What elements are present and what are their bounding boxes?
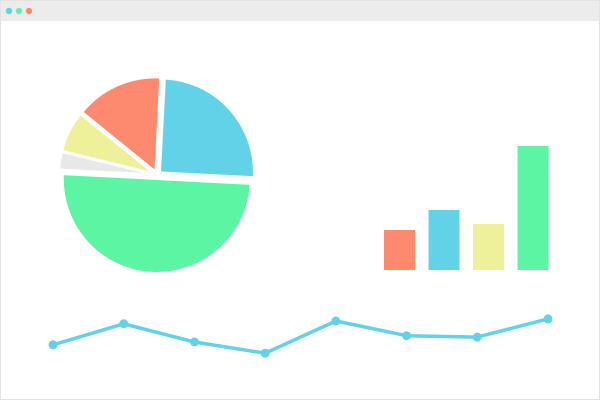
line-point (260, 348, 270, 358)
line-point (119, 319, 129, 329)
pie-slice (158, 77, 255, 179)
line-point (402, 331, 412, 341)
pie-slice (58, 150, 154, 176)
line (52, 317, 549, 355)
line-point (331, 316, 341, 326)
line-point (472, 332, 482, 342)
title-bar (1, 1, 599, 21)
line-point (189, 337, 199, 347)
window-dot (15, 7, 23, 15)
window-dot (25, 7, 33, 15)
line-point (48, 340, 58, 350)
window-dot (5, 7, 13, 15)
bar (473, 224, 504, 270)
bar (517, 146, 549, 270)
pie-slice (60, 112, 155, 175)
bar (384, 230, 415, 270)
bar (428, 210, 460, 270)
pie-slice (61, 173, 252, 274)
line-point (543, 314, 553, 324)
pie-slice (80, 76, 162, 174)
